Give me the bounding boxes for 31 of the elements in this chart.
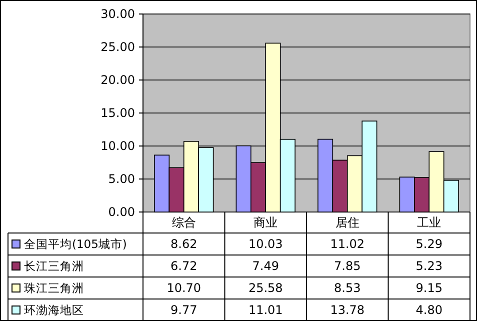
x-tick-label: 商业 [254,216,278,230]
legend-label: 长江三角洲 [24,259,84,274]
data-label: 7.85 [334,259,361,274]
data-label: 5.29 [416,237,442,252]
data-label: 6.72 [170,259,198,274]
data-label: 10.70 [166,281,202,296]
data-label: 11.01 [248,303,283,318]
y-tick-label: 20.00 [100,73,135,88]
data-label: 8.62 [170,237,198,252]
data-label: 25.58 [248,281,283,296]
data-label: 9.77 [170,303,198,318]
y-tick-label: 0.00 [108,205,135,220]
data-label: 9.15 [416,281,442,296]
y-tick-label: 5.00 [108,172,135,186]
x-tick-label: 工业 [417,216,442,230]
x-tick-label: 居住 [335,216,360,230]
y-tick-label: 15.00 [100,106,135,120]
data-label: 10.03 [248,237,283,252]
data-label: 7.49 [252,259,279,274]
legend-label: 全国平均(105城市) [24,237,127,252]
x-tick-label: 综合 [172,216,196,230]
data-label: 5.23 [416,259,442,274]
legend-label: 环渤海地区 [24,303,84,318]
y-tick-label: 30.00 [100,7,135,22]
data-label: 13.78 [330,303,365,318]
data-label: 4.80 [416,303,442,318]
data-label: 11.02 [330,237,365,252]
data-label: 8.53 [334,281,361,296]
y-tick-label: 25.00 [100,40,135,54]
legend-label: 珠江三角洲 [24,281,84,296]
y-tick-label: 10.00 [100,139,135,154]
